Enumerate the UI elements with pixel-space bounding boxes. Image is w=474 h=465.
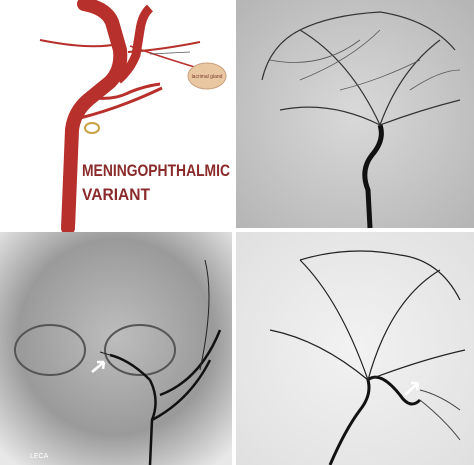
panel-bg bbox=[236, 232, 474, 465]
vessel bbox=[269, 29, 461, 91]
artery bbox=[95, 82, 161, 100]
vessel bbox=[109, 329, 222, 465]
vessel bbox=[261, 11, 461, 126]
orbit bbox=[14, 324, 86, 376]
artery bbox=[115, 4, 154, 84]
vessel bbox=[419, 389, 461, 441]
illustration-panel: lacrimal gland MENINGOPHTHALMIC VARIANT bbox=[0, 0, 232, 235]
angiogram-frontal: LECA bbox=[0, 232, 232, 465]
view-label: LECA bbox=[30, 453, 49, 460]
ring bbox=[84, 122, 100, 134]
title-line: VARIANT bbox=[82, 185, 151, 204]
vessel bbox=[99, 259, 210, 371]
connector bbox=[149, 51, 191, 55]
arrow bbox=[91, 360, 106, 373]
angiogram-lateral-bottom bbox=[236, 232, 474, 465]
gland-label: lacrimal gland bbox=[192, 74, 223, 80]
artery bbox=[79, 86, 163, 120]
panel-bg bbox=[0, 232, 232, 465]
orbit bbox=[104, 324, 176, 376]
gland bbox=[187, 62, 227, 90]
artery bbox=[127, 41, 201, 53]
artery bbox=[39, 39, 119, 48]
artery bbox=[61, 0, 128, 235]
panel-bg bbox=[236, 0, 474, 228]
title-line: MENINGOPHTHALMIC bbox=[82, 161, 230, 180]
angiogram-lateral-top bbox=[236, 0, 474, 229]
vessel bbox=[269, 250, 466, 381]
arrow bbox=[404, 381, 420, 396]
vessel bbox=[362, 124, 384, 229]
